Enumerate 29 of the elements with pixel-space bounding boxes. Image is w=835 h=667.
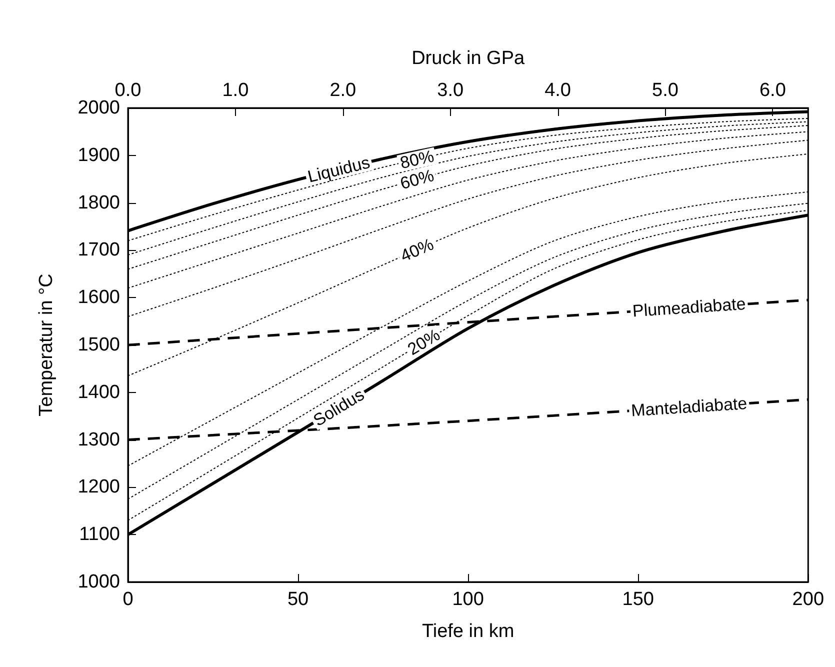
y-tick-label: 1100	[79, 524, 120, 546]
y-axis-title: Temperatur in °C	[36, 274, 57, 416]
annotation: Manteladiabate	[630, 394, 748, 420]
x-axis-title: Tiefe in km	[422, 621, 514, 642]
y-tick-label: 1000	[78, 572, 120, 592]
y-tick-label: 1700	[78, 240, 120, 261]
x2-tick-label: 5.0	[652, 80, 678, 101]
x-tick-label: 50	[287, 589, 309, 610]
annotation: 20%	[404, 325, 444, 360]
x2-tick-label: 6.0	[759, 80, 786, 101]
x-tick-label: 100	[452, 589, 484, 610]
y-tick-label: 1200	[78, 476, 120, 498]
x-tick-label: 150	[622, 589, 654, 610]
y-tick-label: 1300	[78, 429, 120, 450]
x2-tick-label: 4.0	[544, 80, 572, 101]
x-tick-label: 200	[792, 589, 824, 610]
y-tick-label: 1600	[78, 287, 120, 308]
x2-tick-label: 3.0	[437, 80, 464, 101]
x2-tick-label: 1.0	[222, 80, 249, 101]
y-tick-label: 1800	[78, 192, 120, 214]
annotation: Plumeadiabate	[632, 294, 746, 321]
y-tick-label: 1500	[78, 334, 120, 356]
x-tick-label: 0	[122, 589, 134, 610]
x2-axis-title: Druck in GPa	[412, 48, 525, 69]
annotation: Liquidus	[306, 152, 372, 186]
x2-tick-label: 2.0	[330, 80, 356, 101]
y-tick-label: 1900	[78, 144, 120, 166]
y-tick-label: 1400	[78, 382, 120, 403]
annotation: 40%	[398, 234, 436, 266]
